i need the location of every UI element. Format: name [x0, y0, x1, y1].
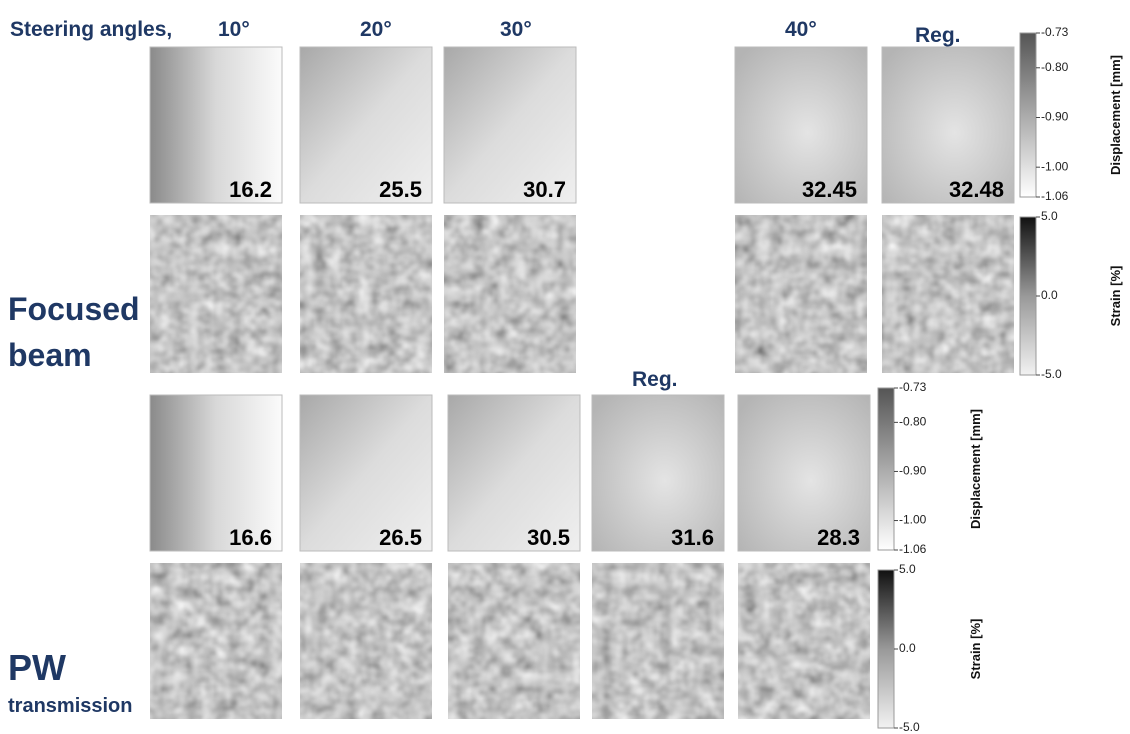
reg-label: Reg.	[632, 368, 678, 391]
section-label: Focused	[8, 291, 140, 327]
strain-image	[735, 215, 867, 373]
colorbar-label: Strain [%]	[1108, 266, 1123, 327]
colorbar-tick-label: -5.0	[1041, 367, 1062, 381]
section-label: PW	[8, 647, 66, 688]
colorbar-tick-label: -5.0	[899, 720, 920, 734]
strain-image	[300, 215, 432, 373]
panel-value: 31.6	[671, 525, 714, 550]
colorbar-tick-label: -0.80	[1041, 60, 1069, 74]
panel-value: 30.5	[527, 525, 570, 550]
angle-label: 20°	[360, 18, 392, 41]
colorbar-label: Displacement [mm]	[968, 409, 983, 529]
strain-image	[300, 563, 432, 719]
strain-image	[592, 563, 724, 719]
colorbar-tick-label: -0.73	[1041, 25, 1069, 39]
angle-label: 30°	[500, 18, 532, 41]
header-title: Steering angles,	[10, 18, 172, 41]
angle-label: 40°	[785, 18, 817, 41]
section-label: transmission	[8, 695, 132, 717]
colorbar-tick-label: 5.0	[1041, 209, 1058, 223]
colorbar-tick-label: -0.80	[899, 415, 927, 429]
strain-image	[150, 563, 282, 719]
colorbar-tick-label: 5.0	[899, 562, 916, 576]
colorbar-tick-label: 0.0	[899, 641, 916, 655]
panel-value: 16.2	[229, 177, 272, 202]
section-label: beam	[8, 337, 92, 373]
colorbar-label: Strain [%]	[968, 619, 983, 680]
colorbar-tick-label: -1.06	[1041, 189, 1069, 203]
colorbar-tick-label: -1.00	[899, 513, 927, 527]
colorbar-tick-label: -0.90	[1041, 110, 1069, 124]
strain-image	[738, 563, 870, 719]
panel-value: 30.7	[523, 177, 566, 202]
colorbar	[1020, 33, 1036, 197]
colorbar-tick-label: -0.90	[899, 464, 927, 478]
colorbar	[1020, 217, 1036, 375]
panel-value: 25.5	[379, 177, 422, 202]
colorbar-tick-label: -0.73	[899, 380, 927, 394]
reg-label: Reg.	[915, 24, 961, 47]
colorbar-tick-label: -1.06	[899, 542, 927, 556]
strain-image	[444, 215, 576, 373]
figure: Steering angles, 10° 20° 30° 40° Reg. Re…	[0, 0, 1130, 734]
strain-image	[150, 215, 282, 373]
colorbar-tick-label: -1.00	[1041, 159, 1069, 173]
panel-value: 26.5	[379, 525, 422, 550]
panel-value: 32.45	[802, 177, 857, 202]
panel-value: 16.6	[229, 525, 272, 550]
strain-image	[448, 563, 580, 719]
strain-image	[882, 215, 1014, 373]
panel-value: 28.3	[817, 525, 860, 550]
colorbar	[878, 570, 894, 728]
panel-value: 32.48	[949, 177, 1004, 202]
angle-label: 10°	[218, 18, 250, 41]
colorbar-tick-label: 0.0	[1041, 288, 1058, 302]
colorbar	[878, 388, 894, 550]
colorbar-label: Displacement [mm]	[1108, 55, 1123, 175]
